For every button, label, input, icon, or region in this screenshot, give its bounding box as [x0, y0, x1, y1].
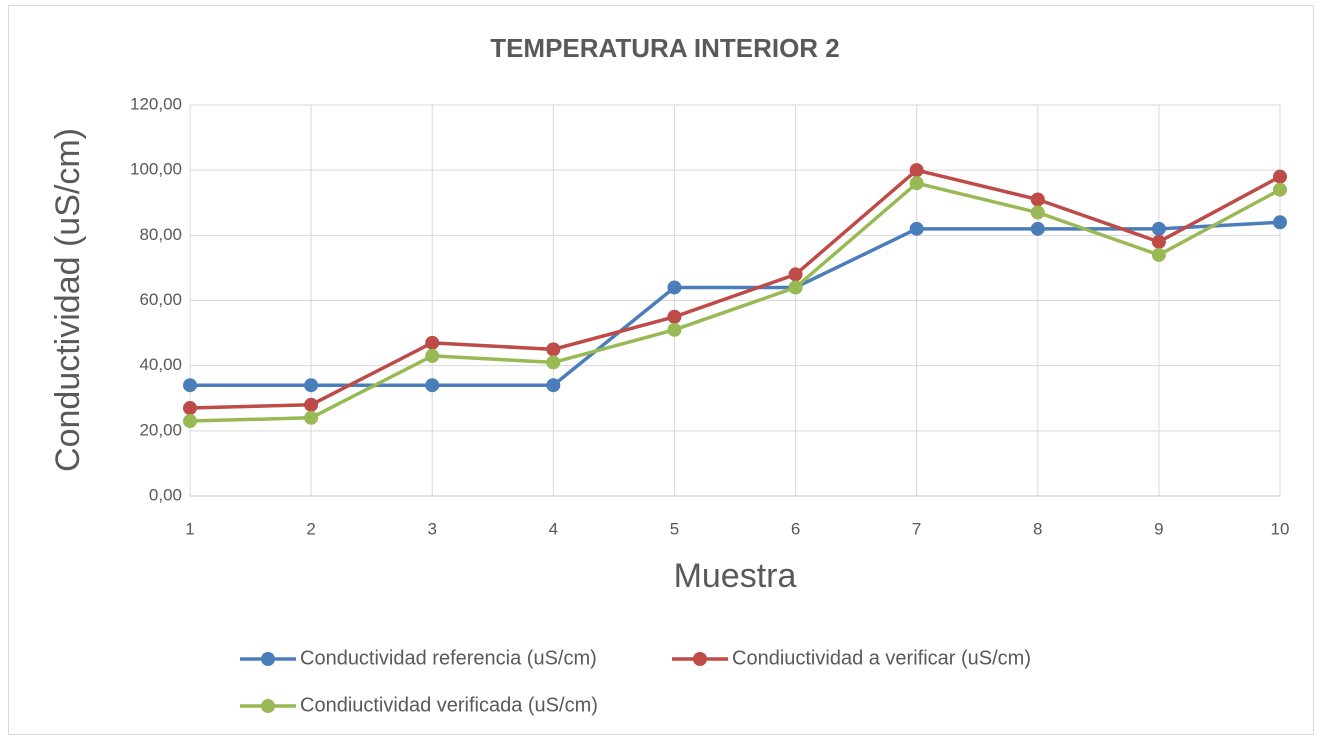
- data-point: [1151, 247, 1166, 262]
- data-point: [183, 378, 197, 393]
- data-point: [1273, 169, 1287, 184]
- series-line: [189, 181, 1281, 423]
- y-tick-label: 120,00: [130, 94, 182, 113]
- y-tick-label: 80,00: [139, 225, 182, 244]
- data-point: [425, 335, 440, 350]
- y-tick-label: 0,00: [149, 485, 182, 504]
- data-point: [1151, 234, 1166, 249]
- data-point: [1273, 215, 1287, 230]
- data-point: [909, 176, 924, 191]
- data-point: [425, 348, 440, 363]
- x-tick-label: 2: [306, 519, 315, 538]
- y-axis-label: Conductividad (uS/cm): [49, 128, 87, 472]
- x-tick-label: 1: [185, 519, 194, 538]
- series-line: [189, 168, 1281, 410]
- data-point: [183, 414, 197, 429]
- chart-title: TEMPERATURA INTERIOR 2: [490, 33, 840, 63]
- data-point: [546, 378, 561, 393]
- data-point: [788, 267, 803, 282]
- data-point: [1030, 192, 1045, 207]
- data-point: [667, 280, 682, 295]
- x-tick-label: 7: [912, 519, 921, 538]
- data-point: [304, 397, 319, 412]
- data-point: [183, 401, 197, 416]
- data-point: [1030, 205, 1045, 220]
- legend-label: Conductividad referencia (uS/cm): [300, 647, 597, 669]
- data-point: [425, 378, 440, 393]
- data-point: [1151, 221, 1166, 236]
- x-tick-label: 6: [791, 519, 800, 538]
- legend-marker: [693, 652, 707, 666]
- data-point: [909, 163, 924, 178]
- legend-label: Condiuctividad a verificar (uS/cm): [732, 647, 1031, 669]
- x-tick-label: 4: [549, 519, 558, 538]
- data-point: [304, 378, 319, 393]
- x-tick-label: 9: [1154, 519, 1163, 538]
- legend-marker: [261, 699, 275, 713]
- x-tick-label: 3: [427, 519, 436, 538]
- legend-marker: [261, 652, 275, 666]
- y-tick-label: 60,00: [139, 290, 182, 309]
- data-point: [1030, 221, 1045, 236]
- chart-border: [8, 5, 1314, 735]
- data-point: [1273, 182, 1287, 197]
- y-tick-label: 20,00: [139, 420, 182, 439]
- x-tick-label: 10: [1271, 519, 1290, 538]
- legend-label: Condiuctividad verificada (uS/cm): [300, 694, 598, 716]
- data-point: [546, 355, 561, 370]
- x-tick-label: 5: [670, 519, 679, 538]
- data-point: [304, 410, 319, 425]
- data-point: [667, 309, 682, 324]
- x-axis-label: Muestra: [674, 557, 797, 595]
- y-tick-label: 40,00: [139, 355, 182, 374]
- data-point: [909, 221, 924, 236]
- data-point: [667, 322, 682, 337]
- data-point: [788, 280, 803, 295]
- data-point: [546, 342, 561, 357]
- x-tick-label: 8: [1033, 519, 1042, 538]
- y-tick-label: 100,00: [130, 160, 182, 179]
